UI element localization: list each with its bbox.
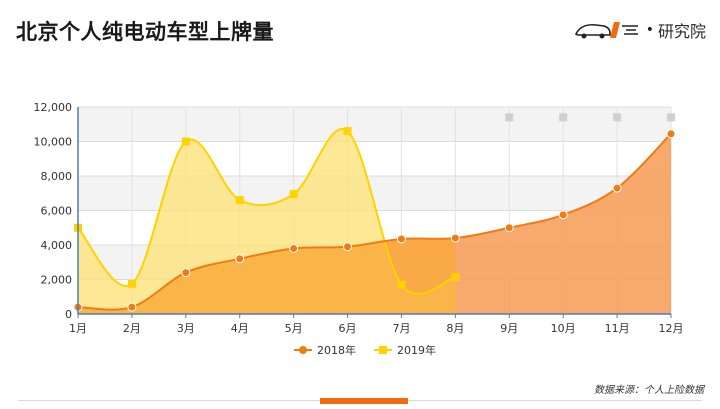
y-tick-label: 12,000 [34, 101, 73, 114]
x-tick-label: 7月 [392, 322, 410, 335]
y-tick-label: 6,000 [41, 205, 73, 218]
brand-logo: • 研究院 [574, 18, 706, 42]
x-tick-label: 10月 [551, 322, 576, 335]
series-2018-point [181, 268, 191, 278]
y-tick-label: 4,000 [41, 239, 73, 252]
series-2019-point [289, 190, 298, 199]
overlap-area [78, 238, 456, 314]
brand-text: 研究院 [657, 22, 706, 41]
y-tick-label: 2,000 [41, 274, 73, 287]
placeholder-marker [613, 113, 622, 122]
series-2018-point [558, 210, 568, 220]
series-2019-point [397, 280, 406, 289]
footer-accent-bar [320, 398, 408, 404]
x-tick-label: 12月 [659, 322, 684, 335]
page-title: 北京个人纯电动车型上牌量 [16, 20, 274, 44]
series-2018-point [396, 234, 406, 244]
x-tick-label: 2月 [123, 322, 141, 335]
x-tick-label: 9月 [500, 322, 518, 335]
y-tick-label: 0 [65, 308, 72, 321]
series-2018-point [289, 243, 299, 253]
placeholder-marker [559, 113, 568, 122]
series-2018-point [504, 223, 514, 233]
x-tick-label: 3月 [177, 322, 195, 335]
series-2019-point [181, 137, 190, 146]
series-2019-point [235, 196, 244, 205]
legend-swatch-marker [299, 346, 307, 354]
series-2019-point [127, 279, 136, 288]
x-tick-label: 4月 [231, 322, 249, 335]
x-tick-label: 5月 [285, 322, 303, 335]
y-tick-label: 10,000 [34, 136, 73, 149]
series-2018-point [450, 233, 460, 243]
series-2018-point [127, 302, 137, 312]
brand-car-icon [574, 22, 638, 39]
legend-label: 2019年 [397, 343, 436, 357]
series-2019-point [451, 272, 460, 281]
series-2018-point [612, 183, 622, 193]
legend-swatch-marker [379, 346, 387, 354]
grid-band [78, 107, 671, 142]
series-2019-line [77, 127, 456, 295]
x-tick-label: 6月 [339, 322, 357, 335]
placeholder-marker [667, 113, 675, 122]
x-tick-label: 11月 [605, 322, 630, 335]
x-tick-label: 8月 [446, 322, 464, 335]
placeholder-marker [505, 113, 514, 122]
grid-band [78, 141, 671, 176]
legend-label: 2018年 [317, 343, 356, 357]
source-note: 数据来源：个人上险数据 [594, 385, 704, 396]
brand-dot-icon: • [645, 22, 654, 38]
series-2018-point [235, 254, 245, 264]
series-2018-point [343, 242, 353, 252]
series-2018-point [666, 129, 676, 139]
x-tick-label: 1月 [69, 322, 87, 335]
series-2019-point [343, 127, 352, 136]
y-tick-label: 8,000 [41, 170, 73, 183]
series-2018-line [77, 133, 672, 311]
